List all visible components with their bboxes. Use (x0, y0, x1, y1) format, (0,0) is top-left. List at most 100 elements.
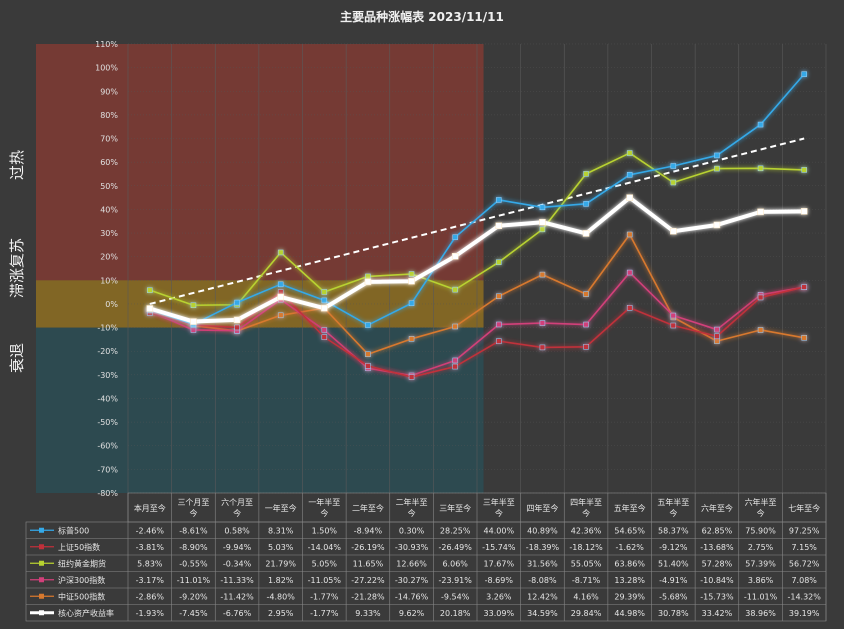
category-label-cont: 今 (757, 508, 765, 518)
table-cell: -9.12% (659, 543, 688, 552)
table-cell: -14.04% (308, 543, 342, 552)
table-cell: 29.84% (571, 609, 602, 618)
table-cell: 12.66% (396, 559, 427, 568)
table-cell: 11.65% (353, 559, 384, 568)
data-point (496, 293, 502, 299)
y-tick-label: 60% (100, 158, 118, 167)
legend-label: 标普500 (58, 525, 89, 535)
table-cell: -8.94% (354, 526, 383, 535)
table-cell: 33.09% (484, 609, 515, 618)
y-tick-label: 110% (95, 40, 118, 49)
data-point (496, 321, 502, 328)
trend-line (149, 137, 805, 305)
table-cell: 58.37% (658, 526, 689, 535)
table-cell: 39.19% (789, 609, 820, 618)
table-cell: 17.67% (484, 559, 515, 568)
category-label: 三年至今 (439, 503, 471, 513)
table-cell: -4.80% (267, 592, 296, 601)
data-point (496, 197, 502, 203)
table-cell: 7.08% (791, 576, 817, 585)
table-cell: 57.39% (745, 559, 776, 568)
data-point (146, 305, 154, 312)
table-cell: -15.73% (700, 592, 734, 601)
category-label: 一年至今 (265, 503, 297, 513)
data-point (190, 318, 197, 325)
table-cell: -11.01% (177, 576, 211, 585)
table-cell: -18.39% (526, 543, 560, 552)
category-label: 五年至今 (614, 503, 646, 513)
legend-key-marker (39, 560, 44, 566)
series-2 (147, 150, 807, 308)
data-point (147, 287, 153, 293)
category-label-cont: 今 (495, 508, 503, 518)
table-cell: 56.72% (789, 559, 820, 568)
category-label: 二年至今 (352, 503, 384, 513)
y-tick-label: -70% (97, 465, 118, 474)
table-cell: -23.91% (438, 576, 472, 585)
table-cell: -1.77% (310, 609, 339, 618)
category-label: 五年半至 (657, 497, 689, 507)
table-cell: 57.28% (702, 559, 733, 568)
legend-label: 纽约黄金期货 (58, 558, 106, 568)
table-cell: 9.33% (355, 609, 381, 618)
table-cell: 34.59% (527, 609, 558, 618)
category-label: 六年至今 (701, 503, 733, 513)
data-point (626, 172, 633, 178)
y-tick-label: -40% (97, 394, 118, 403)
data-point (365, 363, 371, 369)
data-point (233, 316, 241, 324)
table-cell: -11.42% (220, 592, 254, 601)
data-point (277, 312, 284, 319)
category-label: 四年半至 (570, 497, 602, 507)
data-point (365, 322, 371, 328)
data-point (234, 299, 240, 306)
table-cell: 2.75% (748, 543, 774, 552)
category-label: 七年至今 (788, 503, 820, 513)
data-point (452, 286, 458, 293)
table-cell: 5.05% (312, 559, 338, 568)
data-point (539, 271, 546, 278)
table-cell: -11.33% (220, 576, 254, 585)
data-point (800, 208, 808, 215)
table-cell: 8.31% (268, 526, 294, 535)
data-point (801, 167, 807, 173)
data-point (408, 374, 415, 380)
category-label: 六年半至 (745, 497, 777, 507)
data-point (496, 338, 502, 344)
table-cell: 1.82% (268, 576, 294, 585)
data-point (801, 284, 807, 290)
zone-stagflation-recovery-label: 滞涨复苏 (8, 238, 26, 298)
data-point (670, 312, 677, 319)
y-tick-label: 70% (100, 135, 118, 144)
table-cell: -30.93% (395, 543, 429, 552)
table-cell: -8.69% (485, 576, 514, 585)
table-cell: -1.62% (616, 543, 645, 552)
data-point (539, 204, 546, 211)
table-cell: -8.61% (179, 526, 208, 535)
table-cell: -15.74% (482, 543, 516, 552)
table-cell: 0.58% (224, 526, 250, 535)
data-point (190, 327, 197, 333)
table-cell: 21.79% (265, 559, 296, 568)
legend-key-marker (39, 577, 44, 583)
table-cell: 40.89% (527, 526, 558, 535)
data-point (801, 335, 807, 341)
data-point (714, 333, 720, 340)
table-cell: -8.08% (528, 576, 557, 585)
data-point (452, 323, 458, 330)
series-line (149, 152, 805, 307)
y-tick-label: 30% (100, 229, 118, 238)
table-cell: 51.40% (658, 559, 689, 568)
y-tick-label: 80% (100, 111, 118, 120)
data-point (321, 297, 328, 304)
category-label-cont: 今 (320, 508, 328, 518)
category-label: 一年半至 (308, 497, 340, 507)
table-cell: 44.98% (614, 609, 645, 618)
y-tick-label: -80% (97, 489, 118, 498)
y-tick-label: 10% (100, 276, 118, 285)
table-cell: -14.76% (395, 592, 429, 601)
category-label-cont: 今 (189, 508, 197, 518)
zone-overheat-label: 过热 (8, 150, 26, 180)
y-tick-label: -20% (97, 347, 118, 356)
